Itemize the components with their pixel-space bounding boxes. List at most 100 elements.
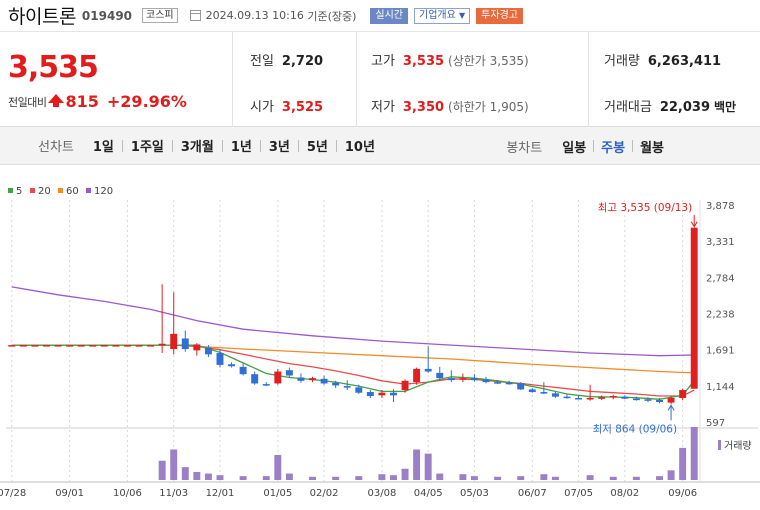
legend-label: 5 [16,186,22,197]
lower-limit: (하한가 1,905) [448,100,529,114]
stock-name: 하이트론 [8,6,76,28]
candle-body [31,345,39,347]
separator [259,139,261,152]
candle-body [262,384,270,386]
separator [335,139,337,152]
investment-warning-button[interactable]: 투자경고 [476,7,523,24]
volume-bar [656,476,663,480]
change-label: 전일대비 [8,95,47,109]
y-tick-label: 1,144 [706,382,735,393]
trade-value: 22,039 [659,100,711,115]
volume-label: 거래량 [604,54,640,69]
daily-candle[interactable]: 일봉 [562,140,587,156]
candle-body [598,397,606,399]
divider [232,32,233,127]
volume-bar [204,473,212,480]
legend-label: 60 [66,186,79,197]
separator [297,139,299,152]
period-10y[interactable]: 10년 [344,140,375,155]
period-1w[interactable]: 1주일 [130,140,164,155]
period-3m[interactable]: 3개월 [180,140,214,155]
candle-body [401,380,409,391]
candle-body [575,397,583,400]
candle-options: 봉차트 일봉 주봉 월봉 [506,127,668,165]
candle-body [123,345,131,347]
volume-bar [494,476,502,480]
volume-info: 거래량 6,263,411 [604,50,721,69]
volume-bar [424,453,432,480]
candle-body [251,374,259,384]
up-arrow-icon [48,94,65,107]
candle-body [470,378,478,381]
candle-chart-label[interactable]: 봉차트 [506,140,543,156]
candle-body [66,345,74,347]
y-tick-label: 2,784 [706,273,735,284]
volume-bar [274,454,282,480]
divider [356,32,357,127]
high-value: 3,535 [402,54,445,69]
weekly-candle[interactable]: 주봉 [601,140,626,156]
period-5y[interactable]: 5년 [306,140,328,155]
period-1d[interactable]: 1일 [92,140,114,155]
volume-bar [355,476,363,480]
legend-label: 120 [94,186,113,197]
period-1y[interactable]: 1년 [230,140,252,155]
x-tick-label: 01/05 [263,488,292,499]
legend-swatch [8,188,13,193]
high-arrow-head [690,221,698,228]
volume-bar [690,427,698,480]
candle-body [297,377,305,381]
volume-bar [436,473,444,480]
volume-bar [390,475,397,480]
y-tick-label: 597 [706,418,725,429]
candle-body [147,345,155,347]
candle-body [43,345,50,347]
x-tick-label: 09/06 [668,488,697,499]
company-overview-button[interactable]: 기업개요 ▼ [414,7,471,24]
candle-body [656,399,663,402]
realtime-button[interactable]: 실시간 [370,7,409,24]
volume-legend-label: 거래량 [724,440,752,452]
volume-bar [679,447,687,480]
candle-body [100,345,108,347]
candle-body [19,345,27,347]
candle-body [112,345,120,347]
stock-header: 하이트론 019490 코스피 2024.09.13 10:16 기준(장중) … [0,0,760,32]
legend-label: 20 [38,186,51,197]
candle-body [563,396,571,399]
volume-bar [181,467,189,480]
price-summary: 3,535 전일대비 815 +29.96% 전일 2,720 고가 3,535… [0,32,760,127]
candle-body [8,345,16,347]
candle-body [332,382,340,386]
line-chart-label[interactable]: 선차트 [38,140,74,155]
volume-bar [378,474,386,480]
candle-body [135,345,143,347]
ma60-line [11,344,695,374]
x-tick-label: 07/05 [564,488,593,499]
x-tick-label: 07/28 [0,488,26,499]
current-price: 3,535 [8,50,99,85]
separator [593,140,595,152]
candle-body [436,372,444,379]
volume-bar [413,449,421,480]
legend-swatch [30,188,35,193]
candle-body [54,345,62,347]
high-label: 고가 [371,54,395,69]
candle-body [309,378,316,381]
candle-body [239,366,247,375]
volume-bar [193,471,201,480]
prev-close-value: 2,720 [281,54,324,69]
x-tick-label: 08/02 [610,488,639,499]
x-tick-label: 09/01 [55,488,84,499]
candle-body [181,338,189,350]
price-chart[interactable]: 5 20 60 120 3,878 3,331 2,784 2,238 1,691 1,144 59… [0,180,760,510]
monthly-candle[interactable]: 월봉 [640,140,664,156]
y-tick-label: 1,691 [706,346,735,357]
period-3y[interactable]: 3년 [268,140,290,155]
candle-body [621,396,629,399]
date-text: 2024.09.13 10:16 [205,9,304,22]
volume-bar [459,474,467,480]
candle-body [482,379,490,383]
volume-value: 6,263,411 [647,54,722,69]
date-info: 2024.09.13 10:16 기준(장중) [189,8,356,24]
